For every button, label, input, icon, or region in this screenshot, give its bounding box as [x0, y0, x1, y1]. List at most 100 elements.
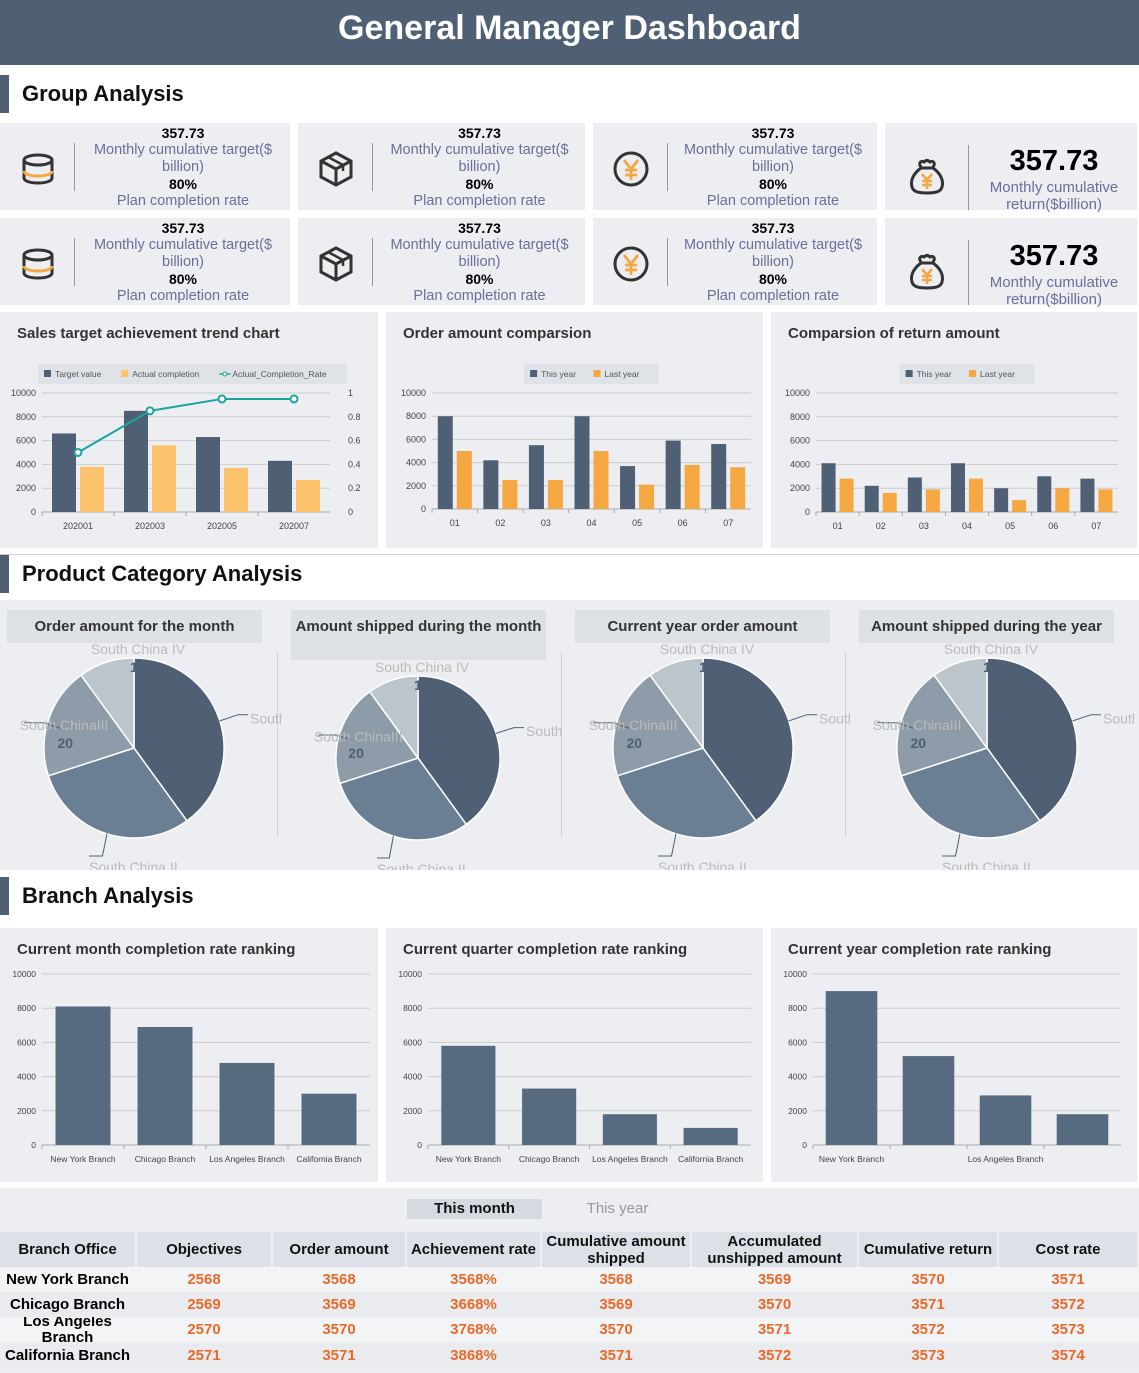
table-row[interactable]: Los Angeles Branch 2570 3570 3768% 3570 3571 3…: [0, 1317, 1139, 1342]
table-row[interactable]: New York Branch 2568 3568 3568% 3568 3569 3570…: [0, 1267, 1139, 1292]
bar[interactable]: [219, 1062, 275, 1145]
legend-label[interactable]: Last year: [980, 369, 1015, 379]
pie-slice[interactable]: [339, 757, 468, 841]
bar[interactable]: [152, 445, 176, 512]
line-point[interactable]: [217, 394, 227, 404]
bar[interactable]: [839, 478, 854, 512]
pie-label: South China IV: [944, 641, 1039, 657]
pie-slice[interactable]: [933, 657, 988, 751]
line-point[interactable]: [73, 448, 83, 457]
table-row[interactable]: California Branch 2571 3571 3868% 3571 3572 35…: [0, 1343, 1139, 1368]
bar[interactable]: [602, 1114, 657, 1145]
pie-slice[interactable]: [896, 674, 989, 777]
bar[interactable]: [825, 991, 878, 1145]
kpi-card: 357.73 Monthly cumulative target($ billio…: [298, 123, 585, 210]
kpi-rate-label: Plan completion rate: [116, 193, 250, 209]
bar[interactable]: [994, 488, 1009, 512]
legend-label[interactable]: Actual_Completion_Rate: [232, 369, 326, 379]
bar[interactable]: [1055, 488, 1070, 512]
legend-label[interactable]: Actual completion: [132, 369, 199, 379]
legend-label[interactable]: Target value: [55, 369, 102, 379]
bar[interactable]: [639, 484, 655, 509]
bar[interactable]: [137, 1027, 193, 1145]
kpi-text: 357.73 Monthly cumulative target($ billio…: [673, 125, 873, 210]
legend-label[interactable]: This year: [917, 369, 952, 379]
chart-title: Comparsion of return amount: [788, 325, 1000, 342]
column-header[interactable]: Achievement rate: [407, 1232, 540, 1267]
pie-slice[interactable]: [986, 657, 1078, 822]
bar[interactable]: [1037, 476, 1052, 512]
bar[interactable]: [224, 467, 248, 512]
bar[interactable]: [437, 416, 453, 509]
line-point[interactable]: [145, 406, 155, 416]
bar[interactable]: [80, 466, 104, 512]
bar[interactable]: [483, 460, 499, 509]
bar[interactable]: [456, 451, 472, 509]
table-row[interactable]: Chicago Branch 2569 3569 3668% 3569 3570 3571 3…: [0, 1292, 1139, 1317]
bar[interactable]: [925, 489, 940, 512]
pie-slice[interactable]: [47, 747, 188, 839]
kpi-rate: 80%: [168, 176, 198, 192]
bar[interactable]: [196, 437, 220, 512]
pie-slice[interactable]: [80, 657, 135, 751]
line-point[interactable]: [289, 394, 299, 404]
pie-slice[interactable]: [900, 747, 1041, 839]
column-header[interactable]: Cumulative amount shipped: [542, 1232, 690, 1267]
pie-slice[interactable]: [43, 674, 136, 777]
bar[interactable]: [1080, 478, 1095, 512]
column-header[interactable]: Order amount: [273, 1232, 405, 1267]
divider: [667, 238, 668, 286]
pie-slice[interactable]: [133, 657, 225, 822]
bar[interactable]: [574, 416, 590, 509]
bar[interactable]: [301, 1093, 357, 1145]
pie-slice[interactable]: [616, 747, 757, 839]
bar[interactable]: [951, 463, 965, 512]
bar[interactable]: [821, 463, 836, 512]
tab-this-month[interactable]: This month: [407, 1199, 542, 1219]
legend-label[interactable]: Last year: [605, 369, 640, 379]
bar[interactable]: [547, 480, 563, 509]
bar[interactable]: [969, 478, 983, 512]
pie-slice[interactable]: [649, 657, 704, 751]
bar[interactable]: [593, 451, 609, 509]
legend-label[interactable]: This year: [541, 369, 576, 379]
bar[interactable]: [502, 480, 518, 509]
bar[interactable]: [730, 467, 746, 509]
column-header[interactable]: Accumulated unshipped amount: [692, 1232, 857, 1267]
bar[interactable]: [1056, 1114, 1109, 1145]
y-tick-label: 6000: [403, 1037, 422, 1047]
bar[interactable]: [620, 466, 636, 509]
bar[interactable]: [55, 1006, 111, 1145]
bar[interactable]: [711, 444, 727, 509]
bar[interactable]: [882, 492, 897, 512]
pie-slice[interactable]: [368, 675, 419, 761]
bar[interactable]: [528, 445, 544, 509]
bar[interactable]: [1012, 500, 1027, 512]
pie-slice[interactable]: [702, 657, 794, 822]
bar[interactable]: [124, 410, 148, 512]
bar[interactable]: [665, 440, 681, 509]
pie-slice[interactable]: [417, 675, 501, 826]
bar[interactable]: [296, 479, 320, 512]
column-header[interactable]: Cumulative return: [859, 1232, 997, 1267]
bar[interactable]: [52, 433, 76, 512]
column-header[interactable]: Branch Office: [0, 1232, 135, 1267]
pie-slice[interactable]: [335, 690, 420, 785]
bar[interactable]: [268, 460, 292, 512]
tab-this-year[interactable]: This year: [586, 1200, 649, 1217]
bar[interactable]: [683, 1127, 738, 1145]
bar[interactable]: [684, 464, 700, 509]
column-header[interactable]: Cost rate: [999, 1232, 1137, 1267]
bar[interactable]: [864, 485, 879, 512]
pie-slice[interactable]: [612, 674, 705, 777]
bar[interactable]: [522, 1088, 577, 1145]
bar[interactable]: [1098, 489, 1113, 512]
x-tick-label: New York Branch: [819, 1154, 884, 1164]
bar[interactable]: [907, 477, 922, 512]
bar[interactable]: [979, 1095, 1032, 1145]
kpi-card: 357.73 Monthly cumulative return($billion…: [885, 123, 1137, 213]
bar[interactable]: [902, 1056, 955, 1145]
bar[interactable]: [441, 1045, 496, 1145]
box-icon: [316, 149, 356, 189]
column-header[interactable]: Objectives: [137, 1232, 271, 1267]
